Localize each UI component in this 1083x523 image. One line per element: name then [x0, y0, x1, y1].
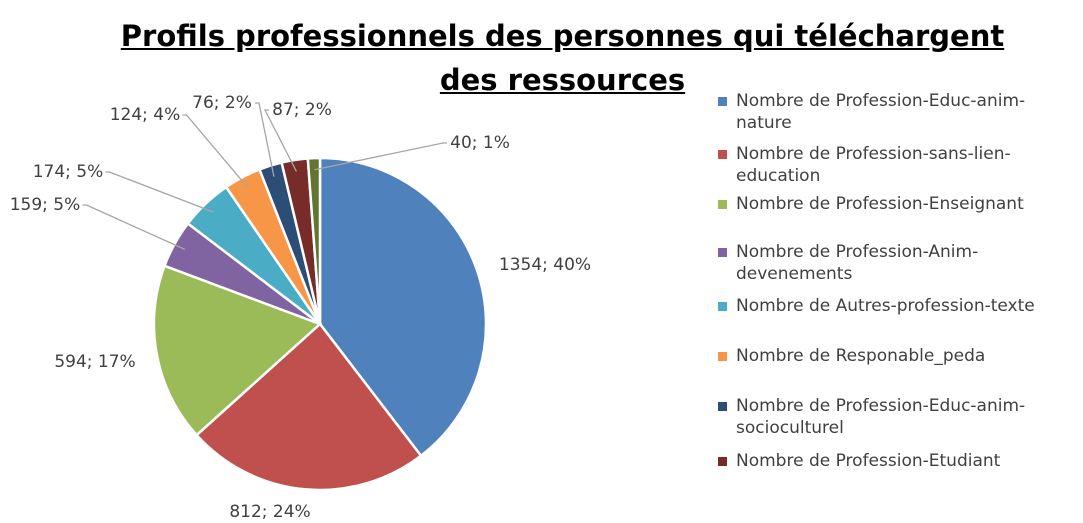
- legend-label: Nombre de Profession-Enseignant: [736, 194, 1024, 214]
- legend-swatch: [718, 457, 727, 466]
- data-label: 40; 1%: [450, 133, 510, 153]
- legend-swatch: [718, 97, 727, 106]
- leader-line: [255, 102, 275, 177]
- data-label: 124; 4%: [110, 105, 181, 125]
- legend-item: Nombre de Profession-Etudiant: [718, 450, 1078, 472]
- leader-line: [82, 204, 186, 250]
- legend-label: Nombre de Profession-sans-lien-education: [736, 144, 1011, 186]
- legend-label: Nombre de Responable_peda: [736, 346, 986, 366]
- pie-slice: [306, 156, 322, 325]
- leader-line: [182, 114, 249, 188]
- data-label: 76; 2%: [192, 93, 252, 113]
- legend-item: Nombre de Profession-Educ-anim-sociocult…: [718, 395, 1078, 439]
- data-label: 87; 2%: [272, 100, 332, 120]
- data-label: 174; 5%: [33, 162, 104, 182]
- chart-title: Profils professionnels des personnes qui…: [120, 19, 1005, 97]
- legend-swatch: [718, 150, 727, 159]
- legend-label: Nombre de Profession-Etudiant: [736, 451, 1001, 471]
- leader-line: [314, 142, 447, 171]
- legend-swatch: [718, 402, 727, 411]
- legend-swatch: [718, 200, 727, 209]
- legend-item: Nombre de Profession-Enseignant: [718, 193, 1078, 215]
- data-label: 594; 17%: [54, 352, 135, 372]
- legend-swatch: [718, 248, 727, 257]
- legend-item: Nombre de Profession-sans-lien-education: [718, 143, 1078, 187]
- data-label: 812; 24%: [229, 502, 310, 522]
- data-label: 1354; 40%: [499, 255, 591, 275]
- pie-slice: [152, 264, 323, 437]
- leader-line: [263, 109, 297, 172]
- legend-label: Nombre de Profession-Anim-devenements: [736, 242, 979, 284]
- legend-item: Nombre de Responable_peda: [718, 345, 1078, 367]
- legend-swatch: [718, 352, 727, 361]
- legend-item: Nombre de Autres-profession-texte: [718, 295, 1078, 317]
- legend-item: Nombre de Profession-Anim-devenements: [718, 241, 1078, 285]
- legend-label: Nombre de Profession-Educ-anim-sociocult…: [736, 396, 1026, 438]
- pie-slice: [318, 156, 488, 458]
- leader-line: [105, 171, 214, 213]
- legend-label: Nombre de Profession-Educ-anim-nature: [736, 91, 1026, 133]
- legend-label: Nombre de Autres-profession-texte: [736, 296, 1035, 316]
- pie-slice: [194, 322, 423, 492]
- legend-item: Nombre de Profession-Educ-anim-nature: [718, 90, 1078, 134]
- data-label: 159; 5%: [10, 195, 81, 215]
- legend-swatch: [718, 302, 727, 311]
